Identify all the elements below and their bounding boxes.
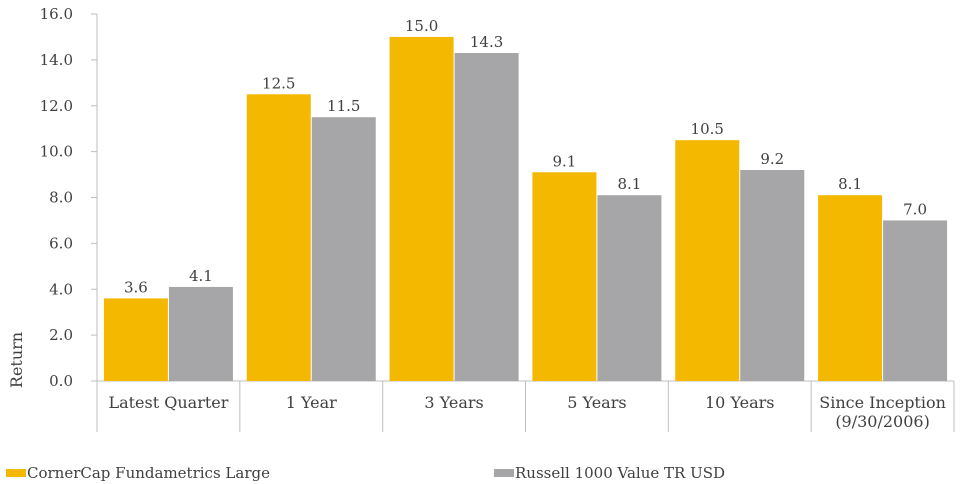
y-tick-label: 14.0 <box>40 51 73 69</box>
bar-cornercap <box>818 195 883 381</box>
legend-item: CornerCap Fundametrics Large <box>6 464 270 482</box>
x-category-label: Since Inception <box>819 393 946 412</box>
bar-value-label: 7.0 <box>903 200 927 218</box>
bar-value-label: 10.5 <box>691 120 724 138</box>
y-tick-label: 8.0 <box>49 189 73 207</box>
y-axis: 0.0 2.0 4.0 6.0 8.0 10.0 12.0 14.0 16.0 <box>40 5 98 390</box>
bar-value-label: 9.1 <box>552 152 576 170</box>
bar-cornercap <box>675 140 740 381</box>
bar-value-label: 9.2 <box>760 150 784 168</box>
x-category-label: 1 Year <box>286 393 337 412</box>
bar-cornercap <box>103 298 168 381</box>
x-category-label: 10 Years <box>705 393 774 412</box>
bar-value-label: 8.1 <box>838 175 862 193</box>
legend: CornerCap Fundametrics Large Russell 1000… <box>6 464 725 482</box>
legend-label: Russell 1000 Value TR USD <box>515 464 725 482</box>
y-tick-label: 6.0 <box>49 234 73 252</box>
bar-cornercap <box>246 94 311 381</box>
y-tick-label: 4.0 <box>49 280 73 298</box>
bar-cornercap <box>389 36 454 381</box>
x-axis: Latest Quarter 1 Year 3 Years 5 Years 10 Yea… <box>96 380 955 432</box>
bars <box>103 36 948 382</box>
bar-value-label: 15.0 <box>405 17 438 35</box>
bar-cornercap <box>532 172 597 381</box>
legend-swatch <box>494 469 514 477</box>
y-tick-label: 12.0 <box>40 97 73 115</box>
y-tick-label: 2.0 <box>49 326 73 344</box>
y-tick-label: 16.0 <box>40 5 73 23</box>
x-category-label: 3 Years <box>424 393 483 412</box>
x-category-label: 5 Years <box>567 393 626 412</box>
bar-value-label: 12.5 <box>262 74 295 92</box>
y-tick-label: 10.0 <box>40 143 73 161</box>
x-category-label: Latest Quarter <box>108 393 228 412</box>
bar-value-label: 3.6 <box>124 278 148 296</box>
data-labels: 3.6 4.1 12.5 11.5 15.0 14.3 9.1 8.1 10.5 9.2 8.1 7.… <box>124 17 927 296</box>
bar-value-label: 8.1 <box>617 175 641 193</box>
bar-russell <box>740 169 805 381</box>
bar-russell <box>597 195 662 381</box>
legend-item: Russell 1000 Value TR USD <box>494 464 725 482</box>
legend-swatch <box>6 469 26 477</box>
bar-russell <box>311 117 376 381</box>
x-category-label: (9/30/2006) <box>835 412 930 431</box>
y-tick-label: 0.0 <box>49 372 73 390</box>
bar-russell <box>883 220 948 381</box>
y-axis-title: Return <box>7 332 26 388</box>
bar-russell <box>168 286 233 381</box>
bar-value-label: 4.1 <box>189 267 213 285</box>
bar-value-label: 14.3 <box>470 33 503 51</box>
bar-russell <box>454 52 519 382</box>
legend-label: CornerCap Fundametrics Large <box>27 464 270 482</box>
bar-value-label: 11.5 <box>327 97 360 115</box>
